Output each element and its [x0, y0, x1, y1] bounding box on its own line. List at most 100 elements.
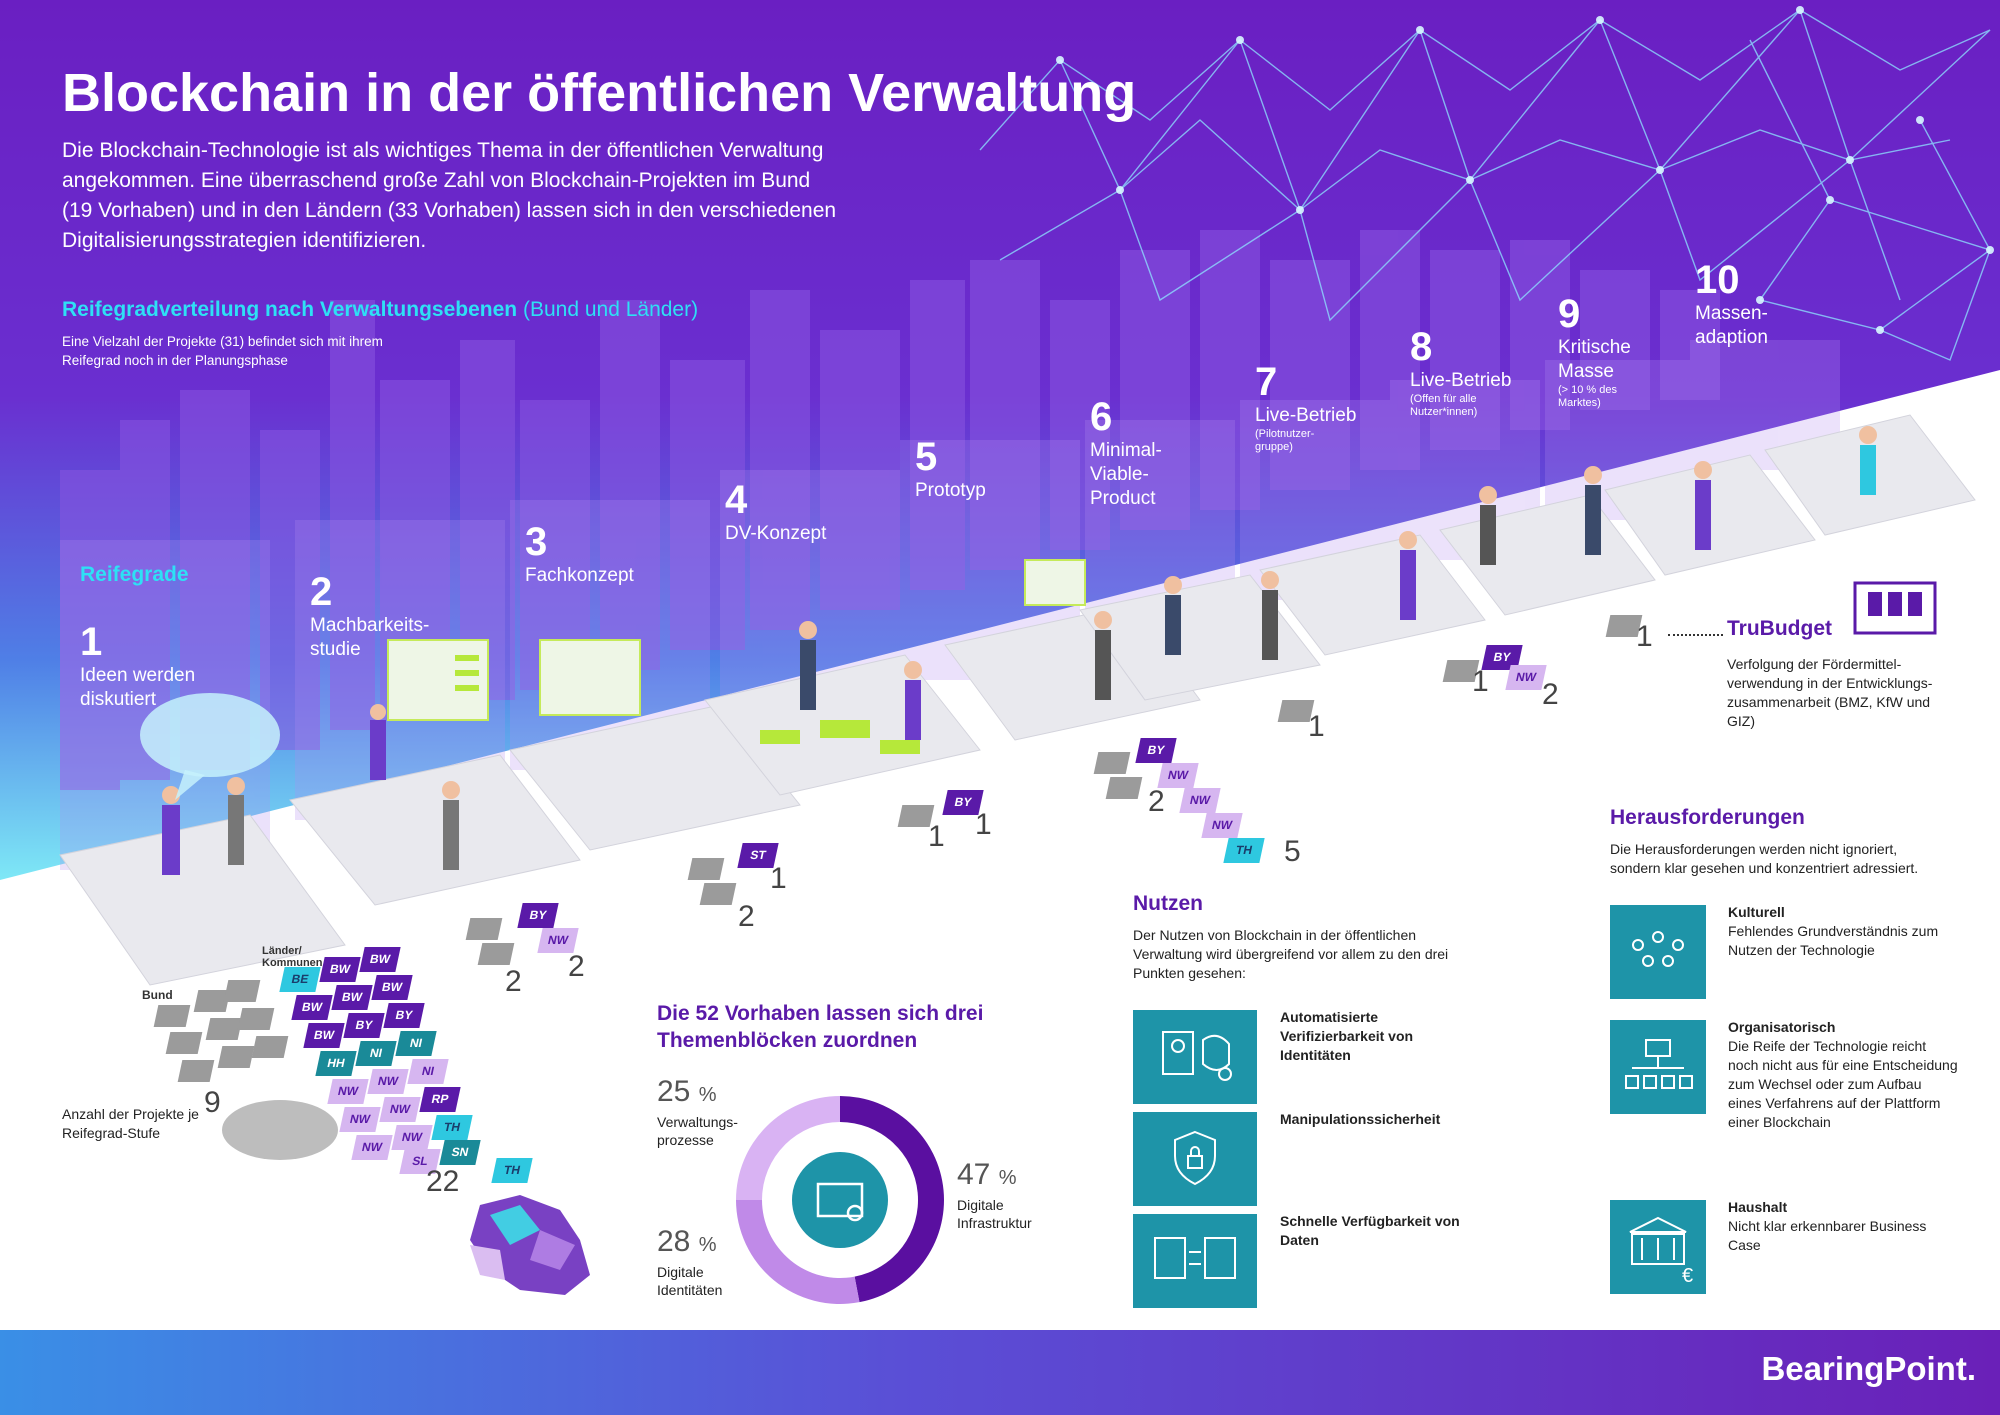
- svg-text:€: €: [1682, 1265, 1693, 1287]
- step-label: Ideen werden diskutiert: [80, 665, 196, 710]
- bund-count-stage-3: 2: [738, 900, 755, 933]
- org-chart-icon: [1610, 1020, 1706, 1114]
- page-title: Blockchain in der öffentlichen Verwaltun…: [62, 63, 1137, 123]
- state-chip: BW: [371, 975, 413, 1000]
- state-chip: NW: [339, 1107, 381, 1132]
- state-chip: BY: [383, 1003, 425, 1028]
- state-chip: BY: [517, 903, 559, 928]
- maturity-heading-rest: (Bund und Länder): [522, 298, 699, 321]
- state-chip: NW: [1201, 813, 1243, 838]
- data-exchange-icon: [1133, 1214, 1257, 1308]
- step-label: DV-Konzept: [725, 523, 827, 544]
- step-number: 6: [1090, 395, 1113, 439]
- step-10: 10 Massen-adaption: [1695, 258, 1795, 350]
- bund-count-stage-8: 1: [1472, 665, 1489, 698]
- state-chip: TH: [431, 1115, 473, 1140]
- bund-label: Bund: [142, 988, 173, 1002]
- laender-label: Länder/ Kommunen: [262, 945, 323, 969]
- nutzen-item-1-label: Automatisierte Verifizierbarkeit von Ide…: [1280, 1009, 1414, 1063]
- state-chip: BW: [319, 957, 361, 982]
- step-number: 4: [725, 478, 748, 522]
- intro-text: Die Blockchain-Technologie ist als wicht…: [62, 139, 837, 252]
- nutzen-item-3-label: Schnelle Verfügbarkeit von Daten: [1280, 1213, 1460, 1248]
- state-chip: NW: [351, 1135, 393, 1160]
- state-chip: TH: [491, 1158, 533, 1183]
- step-label: Fachkonzept: [525, 565, 634, 586]
- state-chip: BW: [331, 985, 373, 1010]
- label-digitale-identitaeten: Digitale Identitäten: [657, 1264, 723, 1298]
- laender-count-stage-6: 5: [1284, 835, 1301, 868]
- step-label: Massen-adaption: [1695, 303, 1768, 348]
- trubudget-text: Verfolgung der Fördermittel-verwendung i…: [1727, 656, 1933, 729]
- nutzen-item-2-label: Manipulationssicherheit: [1280, 1111, 1441, 1127]
- state-chip: NW: [327, 1079, 369, 1104]
- pct-value: 25: [657, 1075, 691, 1108]
- state-chip: NW: [391, 1125, 433, 1150]
- pct-digitale-infrastruktur: 47 %: [957, 1158, 1017, 1192]
- challenge-1-text: Fehlendes Grundverständnis zum Nutzen de…: [1728, 923, 1939, 958]
- state-chip: NW: [379, 1097, 421, 1122]
- pct-unit: %: [698, 1084, 717, 1106]
- step-number: 7: [1255, 360, 1278, 404]
- state-chip: BW: [303, 1023, 345, 1048]
- people-group-icon: [1610, 905, 1706, 999]
- challenge-2-text: Die Reife der Technologie reicht noch ni…: [1728, 1038, 1958, 1130]
- challenge-2-title: Organisatorisch: [1728, 1019, 1836, 1035]
- bund-count-stage-1: 9: [204, 1086, 221, 1119]
- pct-value: 47: [957, 1158, 991, 1191]
- pct-unit: %: [998, 1167, 1017, 1189]
- state-chip: HH: [315, 1051, 357, 1076]
- step-1: 1 Ideen werden diskutiert: [80, 620, 230, 712]
- state-chip: SN: [439, 1140, 481, 1165]
- nutzen-text: Der Nutzen von Blockchain in der öffentl…: [1133, 927, 1449, 981]
- themes-donut-chart: [736, 1096, 944, 1304]
- pct-digitale-identitaeten: 28 %: [657, 1225, 717, 1259]
- state-chip: NW: [1179, 788, 1221, 813]
- step-3: 3 Fachkonzept: [525, 520, 705, 588]
- count-caption: Anzahl der Projekte je Reifegrad-Stufe: [62, 1106, 199, 1141]
- challenge-2: Organisatorisch Die Reife der Technologi…: [1728, 1018, 1958, 1132]
- state-chip: BW: [291, 995, 333, 1020]
- pct-unit: %: [698, 1234, 717, 1256]
- bund-count-stage-4: 1: [928, 820, 945, 853]
- step-number: 10: [1695, 258, 1740, 302]
- pct-verwaltungsprozesse: 25 %: [657, 1075, 717, 1109]
- donut-segment-2: [840, 1096, 944, 1303]
- government-building-icon: €: [1610, 1200, 1706, 1294]
- state-chip: NW: [1157, 763, 1199, 788]
- state-chip: NI: [407, 1059, 449, 1084]
- footer-band: [0, 1330, 2000, 1415]
- maturity-heading: Reifegradverteilung nach Verwaltungseben…: [62, 298, 698, 322]
- folder-gear-icon: [816, 1182, 864, 1218]
- step-label: Machbarkeits-studie: [310, 615, 430, 660]
- step-label: Kritische Masse: [1558, 337, 1631, 382]
- step-label: Prototyp: [915, 480, 986, 501]
- step-8: 8 Live-Betrieb (Offen für alle Nutzer*in…: [1410, 325, 1530, 419]
- nutzen-title: Nutzen: [1133, 892, 1203, 915]
- laender-count-stage-2: 2: [568, 950, 585, 983]
- state-chip: NI: [395, 1031, 437, 1056]
- donut-segment-1: [736, 1096, 840, 1200]
- step-label: Live-Betrieb: [1255, 405, 1357, 426]
- challenge-3-title: Haushalt: [1728, 1199, 1788, 1215]
- trubudget-title: TruBudget: [1727, 617, 1832, 640]
- step-number: 5: [915, 435, 938, 479]
- bund-count-stage-7: 1: [1308, 710, 1325, 743]
- step-sublabel: (Offen für alle Nutzer*innen): [1410, 393, 1478, 418]
- step-9: 9 Kritische Masse (> 10 % des Marktes): [1558, 292, 1658, 410]
- step-7: 7 Live-Betrieb (Pilotnutzer-gruppe): [1255, 360, 1375, 454]
- identity-verification-icon: [1133, 1010, 1257, 1104]
- step-number: 1: [80, 620, 103, 664]
- laender-count-stage-1: 22: [426, 1165, 460, 1198]
- step-label: Live-Betrieb: [1410, 370, 1512, 391]
- bund-count-stage-2: 2: [505, 965, 522, 998]
- step-sublabel: (Pilotnutzer-gruppe): [1255, 428, 1315, 453]
- herausforderungen-title: Herausforderungen: [1610, 806, 1805, 829]
- brand-logo: BearingPoint.: [1761, 1350, 1976, 1387]
- step-number: 8: [1410, 325, 1433, 369]
- challenge-3: Haushalt Nicht klar erkennbarer Business…: [1728, 1198, 1958, 1255]
- step-number: 3: [525, 520, 548, 564]
- trubudget-leader: [1668, 634, 1723, 636]
